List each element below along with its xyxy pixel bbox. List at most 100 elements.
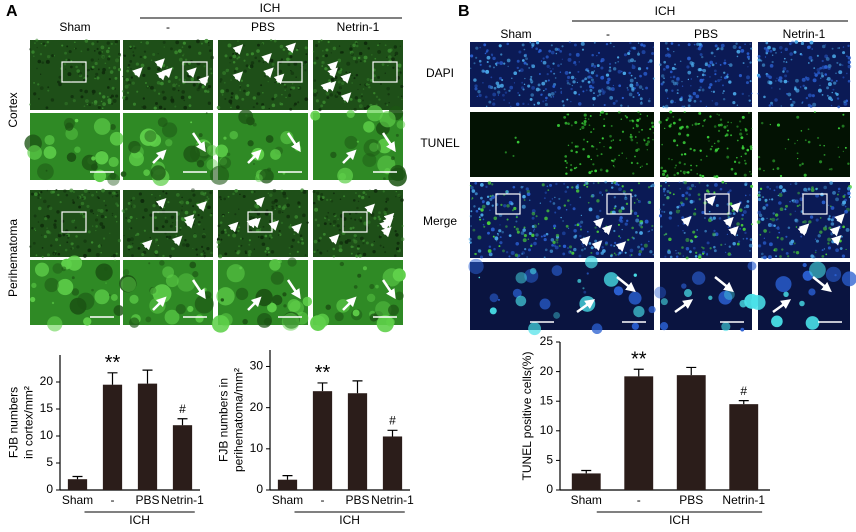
cell	[568, 71, 571, 74]
cell	[304, 69, 307, 72]
cell	[717, 147, 720, 150]
cell	[362, 153, 377, 168]
cell	[357, 194, 361, 198]
cell	[591, 194, 595, 198]
cell	[330, 199, 334, 203]
cell	[281, 94, 283, 96]
column-label: Netrin-1	[783, 27, 826, 41]
cell	[687, 43, 691, 47]
cell	[351, 82, 353, 84]
cell	[823, 185, 827, 190]
cell	[486, 221, 491, 226]
cell	[632, 95, 635, 99]
cell	[800, 130, 803, 132]
cell	[720, 76, 722, 78]
cell	[114, 259, 116, 261]
cell	[160, 81, 164, 86]
cell	[261, 105, 265, 110]
cell	[178, 85, 180, 87]
cell	[744, 194, 747, 197]
cell	[485, 105, 488, 108]
cell	[64, 248, 68, 252]
cell	[552, 202, 556, 205]
arrow	[291, 223, 302, 234]
cell	[795, 78, 799, 83]
arrow	[381, 226, 392, 238]
cell	[714, 44, 718, 48]
column-label: Netrin-1	[337, 20, 380, 34]
cell	[616, 56, 620, 59]
cell	[174, 75, 178, 80]
cell	[129, 294, 139, 304]
cell	[67, 236, 70, 239]
cell	[668, 211, 673, 215]
cell	[590, 131, 593, 134]
cell	[516, 230, 520, 234]
cell	[621, 152, 623, 154]
cell	[338, 45, 341, 47]
cell	[599, 168, 603, 172]
cell	[827, 242, 830, 245]
cell	[163, 207, 165, 209]
cell	[550, 44, 553, 47]
cell	[836, 61, 839, 64]
cell	[41, 61, 45, 64]
cell	[300, 237, 304, 240]
cell	[350, 52, 354, 56]
cell	[767, 45, 771, 50]
cell	[112, 253, 116, 258]
cell	[633, 202, 636, 204]
arrow	[191, 279, 206, 300]
cell	[191, 219, 195, 223]
cell	[302, 189, 307, 194]
cell	[837, 187, 841, 191]
cell	[265, 209, 269, 212]
cell	[293, 62, 298, 66]
cell	[204, 199, 209, 203]
cell	[238, 226, 241, 229]
row-label: TUNEL	[420, 136, 460, 150]
cell	[196, 159, 205, 168]
arrow	[381, 132, 396, 153]
cell	[587, 201, 590, 204]
cell	[546, 64, 550, 69]
cell	[606, 85, 610, 90]
cell	[579, 196, 582, 199]
cell	[194, 294, 214, 314]
cell	[267, 80, 269, 83]
cell	[40, 223, 44, 228]
cell	[136, 232, 140, 236]
cell	[706, 253, 709, 256]
cell	[377, 49, 382, 54]
cell	[666, 97, 669, 100]
micrograph	[658, 110, 753, 179]
cell	[636, 92, 639, 94]
cell	[101, 54, 106, 59]
arrow	[183, 214, 195, 225]
cell	[33, 214, 37, 218]
cell	[230, 92, 234, 95]
cell	[384, 251, 387, 254]
cell	[151, 193, 153, 196]
cell	[158, 92, 161, 95]
cell	[289, 252, 291, 255]
cell	[249, 209, 252, 212]
cell	[224, 231, 227, 234]
x-tick-label: Sham	[272, 493, 303, 507]
cell	[598, 93, 602, 96]
cell	[292, 86, 296, 90]
cell	[161, 225, 165, 229]
cell	[795, 251, 800, 255]
cell	[746, 75, 750, 80]
cell	[313, 93, 317, 97]
cell	[511, 77, 513, 79]
cell	[339, 261, 345, 267]
cell	[355, 254, 359, 258]
cell	[369, 142, 379, 152]
cell	[146, 247, 149, 250]
cell	[560, 216, 562, 219]
cell	[585, 89, 588, 92]
cell	[90, 163, 98, 171]
cell	[127, 83, 131, 86]
cell	[749, 145, 753, 149]
